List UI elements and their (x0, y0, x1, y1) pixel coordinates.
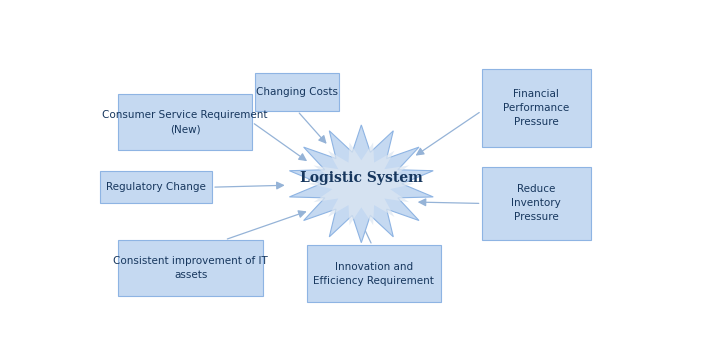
Text: Reduce
Inventory
Pressure: Reduce Inventory Pressure (511, 185, 561, 222)
Text: Regulatory Change: Regulatory Change (106, 182, 206, 192)
FancyBboxPatch shape (482, 69, 591, 147)
Polygon shape (308, 142, 415, 225)
FancyBboxPatch shape (307, 245, 441, 301)
Text: Innovation and
Efficiency Requirement: Innovation and Efficiency Requirement (313, 261, 434, 285)
FancyBboxPatch shape (118, 94, 252, 150)
FancyBboxPatch shape (118, 240, 263, 296)
FancyBboxPatch shape (482, 167, 591, 240)
Text: Logistic System: Logistic System (300, 171, 423, 185)
Text: Financial
Performance
Pressure: Financial Performance Pressure (503, 89, 569, 127)
FancyBboxPatch shape (100, 171, 212, 203)
Text: Consumer Service Requirement
(New): Consumer Service Requirement (New) (102, 110, 268, 134)
Polygon shape (289, 125, 434, 243)
Text: Changing Costs: Changing Costs (256, 87, 338, 97)
FancyBboxPatch shape (255, 73, 340, 111)
Text: Consistent improvement of IT
assets: Consistent improvement of IT assets (114, 256, 268, 280)
